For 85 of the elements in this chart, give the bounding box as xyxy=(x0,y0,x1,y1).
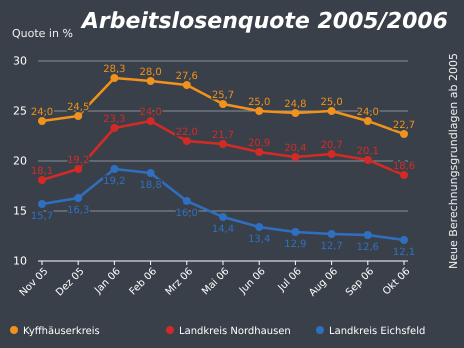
data-label: 15,7 xyxy=(30,211,54,222)
data-label: 19,2 xyxy=(103,176,126,187)
point xyxy=(146,117,155,125)
data-label: 25,0 xyxy=(248,97,270,108)
x-tick-label: Jan 06 xyxy=(92,266,123,297)
point xyxy=(74,165,82,173)
data-label: 16,0 xyxy=(176,208,198,219)
data-label: 22,0 xyxy=(176,127,198,138)
point xyxy=(146,77,155,85)
point xyxy=(291,228,300,236)
x-tick-label: Jun 06 xyxy=(236,266,268,297)
data-label: 20,7 xyxy=(320,140,343,151)
point xyxy=(219,140,227,148)
legend-label: Landkreis Nordhausen xyxy=(179,326,291,337)
point xyxy=(255,223,264,231)
point xyxy=(38,200,46,208)
data-label: 23,3 xyxy=(103,114,126,125)
point xyxy=(110,124,118,132)
y-tick-label: 20 xyxy=(13,154,27,168)
point xyxy=(219,213,227,221)
point xyxy=(182,197,191,205)
point xyxy=(328,150,336,158)
data-label: 24,0 xyxy=(356,107,379,118)
data-label: 28,3 xyxy=(103,64,126,75)
point xyxy=(38,176,46,184)
data-label: 20,9 xyxy=(248,138,270,149)
data-label: 13,4 xyxy=(248,234,270,245)
data-label: 12,1 xyxy=(392,247,416,258)
data-label: 18,8 xyxy=(139,180,162,191)
data-label: 27,6 xyxy=(176,71,198,82)
data-label: 24,8 xyxy=(284,99,307,110)
point xyxy=(182,137,191,145)
legend-label: Landkreis Eichsfeld xyxy=(329,326,426,337)
data-label: 18,1 xyxy=(30,166,54,177)
point xyxy=(255,107,264,115)
data-label: 12,6 xyxy=(356,242,379,253)
data-label: 24,0 xyxy=(139,107,162,118)
data-label: 20,4 xyxy=(284,143,307,154)
data-label: 18,6 xyxy=(392,161,416,172)
data-label: 21,7 xyxy=(212,130,234,141)
data-label: 28,0 xyxy=(139,67,162,78)
y-axis-title: Quote in % xyxy=(12,27,73,40)
x-tick-label: Aug 06 xyxy=(307,266,340,299)
data-label: 12,7 xyxy=(320,241,343,252)
point xyxy=(110,165,118,173)
y-tick-label: 15 xyxy=(13,204,27,218)
x-tick-label: Nov 05 xyxy=(18,266,50,299)
x-tick-label: Okt 06 xyxy=(381,266,412,298)
point xyxy=(219,100,227,108)
point xyxy=(291,153,300,161)
point xyxy=(328,107,336,115)
point xyxy=(364,231,372,239)
data-label: 22,7 xyxy=(392,120,416,131)
point xyxy=(74,112,82,120)
data-label: 20,1 xyxy=(356,146,379,157)
data-label: 12,9 xyxy=(284,239,307,250)
x-tick-label: Sep 06 xyxy=(344,266,376,298)
data-label: 14,4 xyxy=(212,224,234,235)
x-tick-label: Feb 06 xyxy=(128,266,160,298)
point xyxy=(182,81,191,89)
x-tick-label: Dez 05 xyxy=(54,266,87,298)
point xyxy=(364,156,372,164)
point xyxy=(328,230,336,238)
y-tick-label: 30 xyxy=(13,54,27,68)
point xyxy=(364,117,372,125)
point xyxy=(74,194,82,202)
point xyxy=(38,117,46,125)
point xyxy=(400,236,408,244)
data-label: 24,0 xyxy=(30,107,54,118)
x-tick-label: Mai 06 xyxy=(200,266,232,298)
point xyxy=(400,130,408,138)
point xyxy=(291,109,300,117)
x-tick-label: Jul 06 xyxy=(276,266,304,294)
point xyxy=(400,171,408,179)
x-tick-label: Mrz 06 xyxy=(164,266,196,298)
point xyxy=(110,74,118,82)
y-tick-label: 10 xyxy=(13,254,27,268)
y-tick-label: 25 xyxy=(13,104,27,118)
data-label: 25,0 xyxy=(320,97,343,108)
point xyxy=(255,148,264,156)
text: Neue Berechnungsgrundlagen ab 2005 xyxy=(447,53,460,269)
data-label: 25,7 xyxy=(212,90,234,101)
chart-title: Arbeitslosenquote 2005/2006 xyxy=(80,9,448,34)
legend-label: Kyffhäuserkreis xyxy=(23,326,100,337)
point xyxy=(146,169,155,177)
